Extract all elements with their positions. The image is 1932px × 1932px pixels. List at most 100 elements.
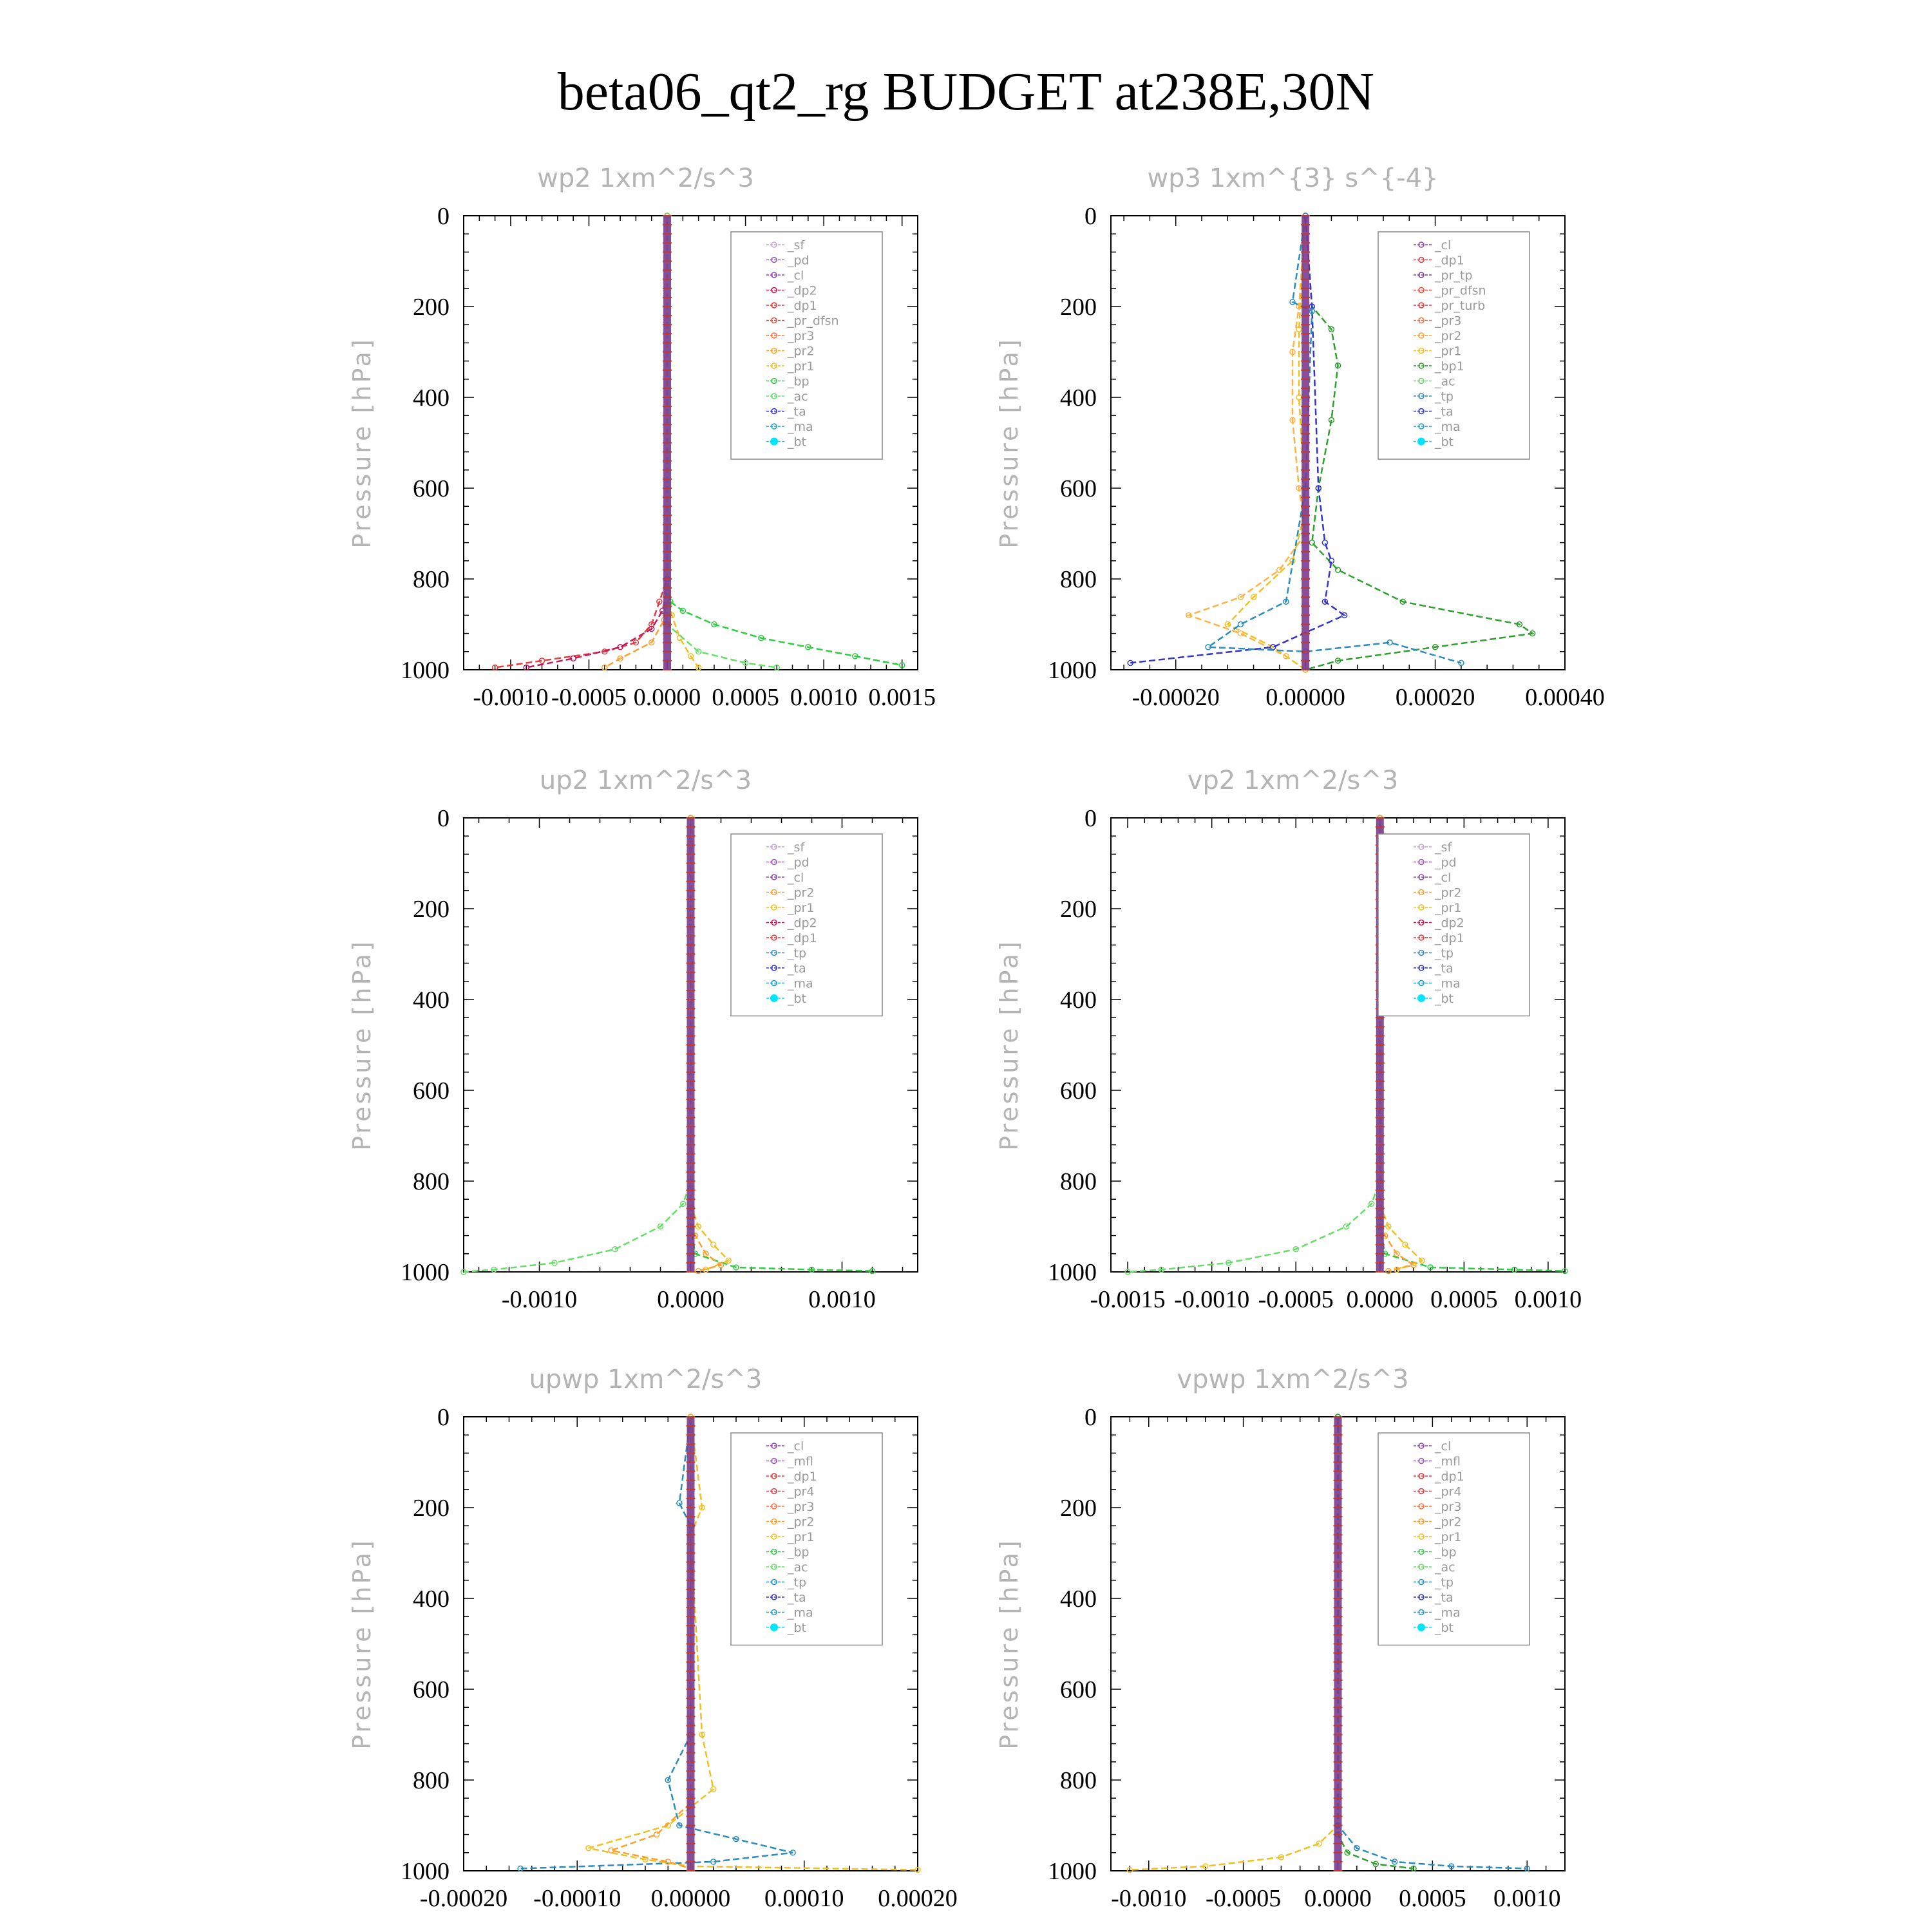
- legend-label: _pr2: [787, 345, 814, 359]
- x-tick-label: -0.0015: [1090, 1286, 1166, 1313]
- legend-label: _ac: [787, 390, 808, 404]
- data-point: [1402, 1241, 1408, 1248]
- legend-label: _pr2: [1434, 886, 1461, 900]
- legend-label: _bt: [787, 1621, 806, 1635]
- legend-marker: [1418, 1564, 1425, 1570]
- data-point: [1309, 308, 1315, 314]
- panel-vpwp: vpwp 1xm^2/s^3 Pressure [hPa] 0 200 400 600 80…: [995, 1365, 1566, 1912]
- y-tick-label: 400: [1060, 384, 1097, 412]
- data-point: [1205, 644, 1211, 650]
- y-tick-label: 0: [437, 1404, 450, 1431]
- x-tick-label: 0.0000: [1347, 1286, 1414, 1313]
- legend-marker: [1418, 980, 1425, 987]
- data-point: [676, 1500, 683, 1506]
- x-tick-label: -0.0010: [1174, 1286, 1249, 1313]
- legend-marker: [1418, 242, 1425, 248]
- legend-label: _dp1: [1434, 931, 1464, 945]
- legend-label: _tp: [1434, 947, 1454, 961]
- data-point: [1529, 630, 1536, 637]
- y-tick-label: 1000: [1048, 1858, 1097, 1885]
- legend-label: _pr_dfsn: [1434, 284, 1486, 298]
- data-point: [1127, 659, 1133, 667]
- legend-label: _ma: [1434, 1606, 1461, 1620]
- legend-label: _sf: [787, 840, 805, 855]
- data-point: [687, 653, 694, 659]
- data-point: [695, 649, 702, 655]
- legend: [1378, 833, 1530, 1017]
- legend-marker: [1418, 272, 1425, 278]
- x-tick-label: 0.0000: [1304, 1885, 1372, 1912]
- legend-marker: [770, 437, 778, 446]
- panel-title: vpwp 1xm^2/s^3: [1177, 1365, 1408, 1394]
- y-tick-label: 1000: [401, 657, 450, 684]
- data-point: [1321, 598, 1329, 605]
- legend-label: _dp2: [787, 916, 817, 931]
- legend-marker: [771, 256, 777, 263]
- data-point: [1448, 1863, 1455, 1870]
- x-tick-label: 0.00000: [1265, 684, 1345, 711]
- y-tick-label: 1000: [401, 1259, 450, 1286]
- legend: [1378, 1432, 1530, 1646]
- x-tick-label: -0.00010: [533, 1885, 621, 1912]
- data-point: [733, 1264, 739, 1271]
- data-point: [517, 1865, 524, 1872]
- legend-marker: [1418, 1594, 1425, 1600]
- legend-label: _pr3: [787, 329, 814, 343]
- legend-label: _pd: [1434, 856, 1457, 870]
- legend-label: _ma: [1434, 977, 1461, 991]
- data-point: [852, 653, 858, 659]
- panel-title: wp3 1xm^{3} s^{-4}: [1147, 164, 1438, 193]
- legend-marker: [771, 317, 777, 324]
- x-tick-label: 0.0010: [790, 684, 858, 711]
- data-point: [653, 1831, 660, 1838]
- data-point: [1341, 612, 1348, 619]
- legend-label: _pr2: [787, 1515, 814, 1530]
- series-line-dp1: [463, 818, 692, 1273]
- x-tick-label: 0.0015: [868, 684, 936, 711]
- plot-frame: [1110, 215, 1566, 670]
- data-point: [1368, 1200, 1375, 1207]
- legend-marker: [771, 408, 777, 415]
- data-point: [1328, 558, 1335, 564]
- legend-label: _ta: [1434, 1591, 1454, 1605]
- x-tick-label: -0.0010: [1111, 1885, 1186, 1912]
- legend-marker: [1418, 332, 1425, 339]
- data-point: [551, 1260, 558, 1266]
- y-axis-label: Pressure [hPa]: [995, 1538, 1023, 1750]
- legend-marker: [771, 363, 777, 369]
- legend-label: _cl: [787, 269, 804, 283]
- series-line-dp1: [495, 216, 668, 668]
- data-point: [1419, 1257, 1425, 1264]
- legend-marker: [771, 1443, 777, 1449]
- data-point: [1328, 417, 1335, 423]
- legend-marker: [1418, 393, 1425, 399]
- legend-marker: [1418, 1443, 1425, 1449]
- series-line-dp1: [1128, 818, 1381, 1273]
- data-point: [1309, 539, 1315, 546]
- panel-vp2: vp2 1xm^2/s^3 Pressure [hPa] 0 200 400 600 800…: [995, 766, 1582, 1313]
- legend-label: _ta: [787, 405, 806, 419]
- legend-label: _ta: [1434, 961, 1454, 976]
- legend-marker: [771, 1609, 777, 1616]
- legend-label: _tp: [1434, 390, 1454, 404]
- data-point: [1289, 417, 1296, 423]
- data-point: [1293, 1246, 1299, 1253]
- data-point: [1126, 1866, 1133, 1873]
- figure-title: beta06_qt2_rg BUDGET at238E,30N: [558, 62, 1374, 122]
- data-point: [1334, 658, 1341, 664]
- legend-label: _ma: [787, 977, 813, 991]
- data-point: [679, 607, 687, 614]
- y-tick-label: 400: [413, 1586, 450, 1613]
- panel-title: upwp 1xm^2/s^3: [529, 1365, 762, 1394]
- legend-label: _ma: [787, 420, 813, 434]
- legend-marker: [1418, 919, 1425, 926]
- y-tick-label: 400: [413, 384, 450, 412]
- y-tick-label: 200: [1060, 294, 1097, 321]
- data-point: [1237, 621, 1244, 628]
- data-point: [717, 1262, 724, 1269]
- y-tick-label: 800: [413, 1767, 450, 1794]
- x-tick-label: 0.0005: [712, 684, 779, 711]
- data-point: [695, 664, 702, 671]
- x-tick-label: 0.00000: [651, 1885, 731, 1912]
- data-point: [676, 1822, 683, 1829]
